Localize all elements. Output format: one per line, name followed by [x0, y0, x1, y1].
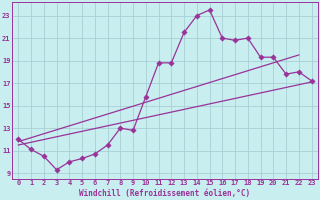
X-axis label: Windchill (Refroidissement éolien,°C): Windchill (Refroidissement éolien,°C): [79, 189, 251, 198]
